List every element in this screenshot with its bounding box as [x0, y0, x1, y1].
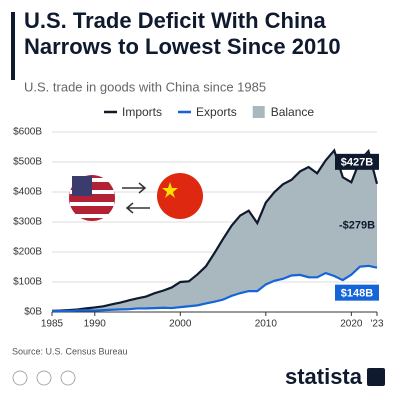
legend-label: Exports [196, 105, 237, 119]
y-tick-label: $400B [13, 187, 42, 198]
brand-logo: statista [285, 364, 363, 389]
legend-label: Imports [122, 105, 162, 119]
x-tick-label: 2000 [169, 319, 192, 330]
y-tick-label: $300B [13, 217, 42, 228]
value-label-box [335, 284, 379, 301]
x-tick-label: 2010 [255, 319, 278, 330]
legend-swatch [252, 106, 265, 118]
chart-title: U.S. Trade Deficit With China Narrows to… [24, 8, 341, 59]
x-tick-label: '23 [370, 319, 383, 330]
source: Source: U.S. Census Bureau [12, 346, 128, 356]
y-tick-label: $0B [24, 307, 42, 318]
china-flag [157, 173, 203, 219]
plot: $0B $100B $200B $300B $400B $500B $600B 1985 199… [13, 127, 384, 330]
y-tick-label: $500B [13, 157, 42, 168]
x-tick-label: 2020 [340, 319, 363, 330]
arrow-right [122, 182, 147, 194]
value-label: -$279B [339, 220, 375, 232]
legend-item: Exports [178, 105, 237, 119]
china-star [162, 182, 178, 198]
legend-item: Balance [252, 105, 315, 119]
brand-mark [367, 368, 385, 386]
value-label-box [335, 153, 379, 170]
x-tick-label: 1990 [84, 319, 107, 330]
title-bar [11, 12, 15, 80]
nd-icon [60, 370, 76, 386]
legend-item: Imports [104, 105, 162, 119]
y-tick-label: $100B [13, 277, 42, 288]
arrow-left [125, 202, 150, 214]
subtitle: U.S. trade in goods with China since 198… [24, 79, 266, 94]
cc-icon [12, 370, 28, 386]
line-imports [51, 148, 379, 312]
y-tick-label: $600B [13, 127, 42, 138]
by-icon [36, 370, 52, 386]
value-label: $148B [341, 288, 373, 300]
value-label: $427B [341, 157, 373, 169]
us-canton [72, 176, 92, 196]
balance-area [52, 150, 377, 312]
us-stripe [70, 214, 114, 218]
license-icons [12, 370, 76, 386]
y-tick-label: $200B [13, 247, 42, 258]
us-stripe [70, 202, 114, 206]
line-exports [51, 264, 378, 313]
flags-illustration [69, 173, 203, 221]
legend-label: Balance [271, 105, 315, 119]
x-tick-label: 1985 [41, 319, 64, 330]
